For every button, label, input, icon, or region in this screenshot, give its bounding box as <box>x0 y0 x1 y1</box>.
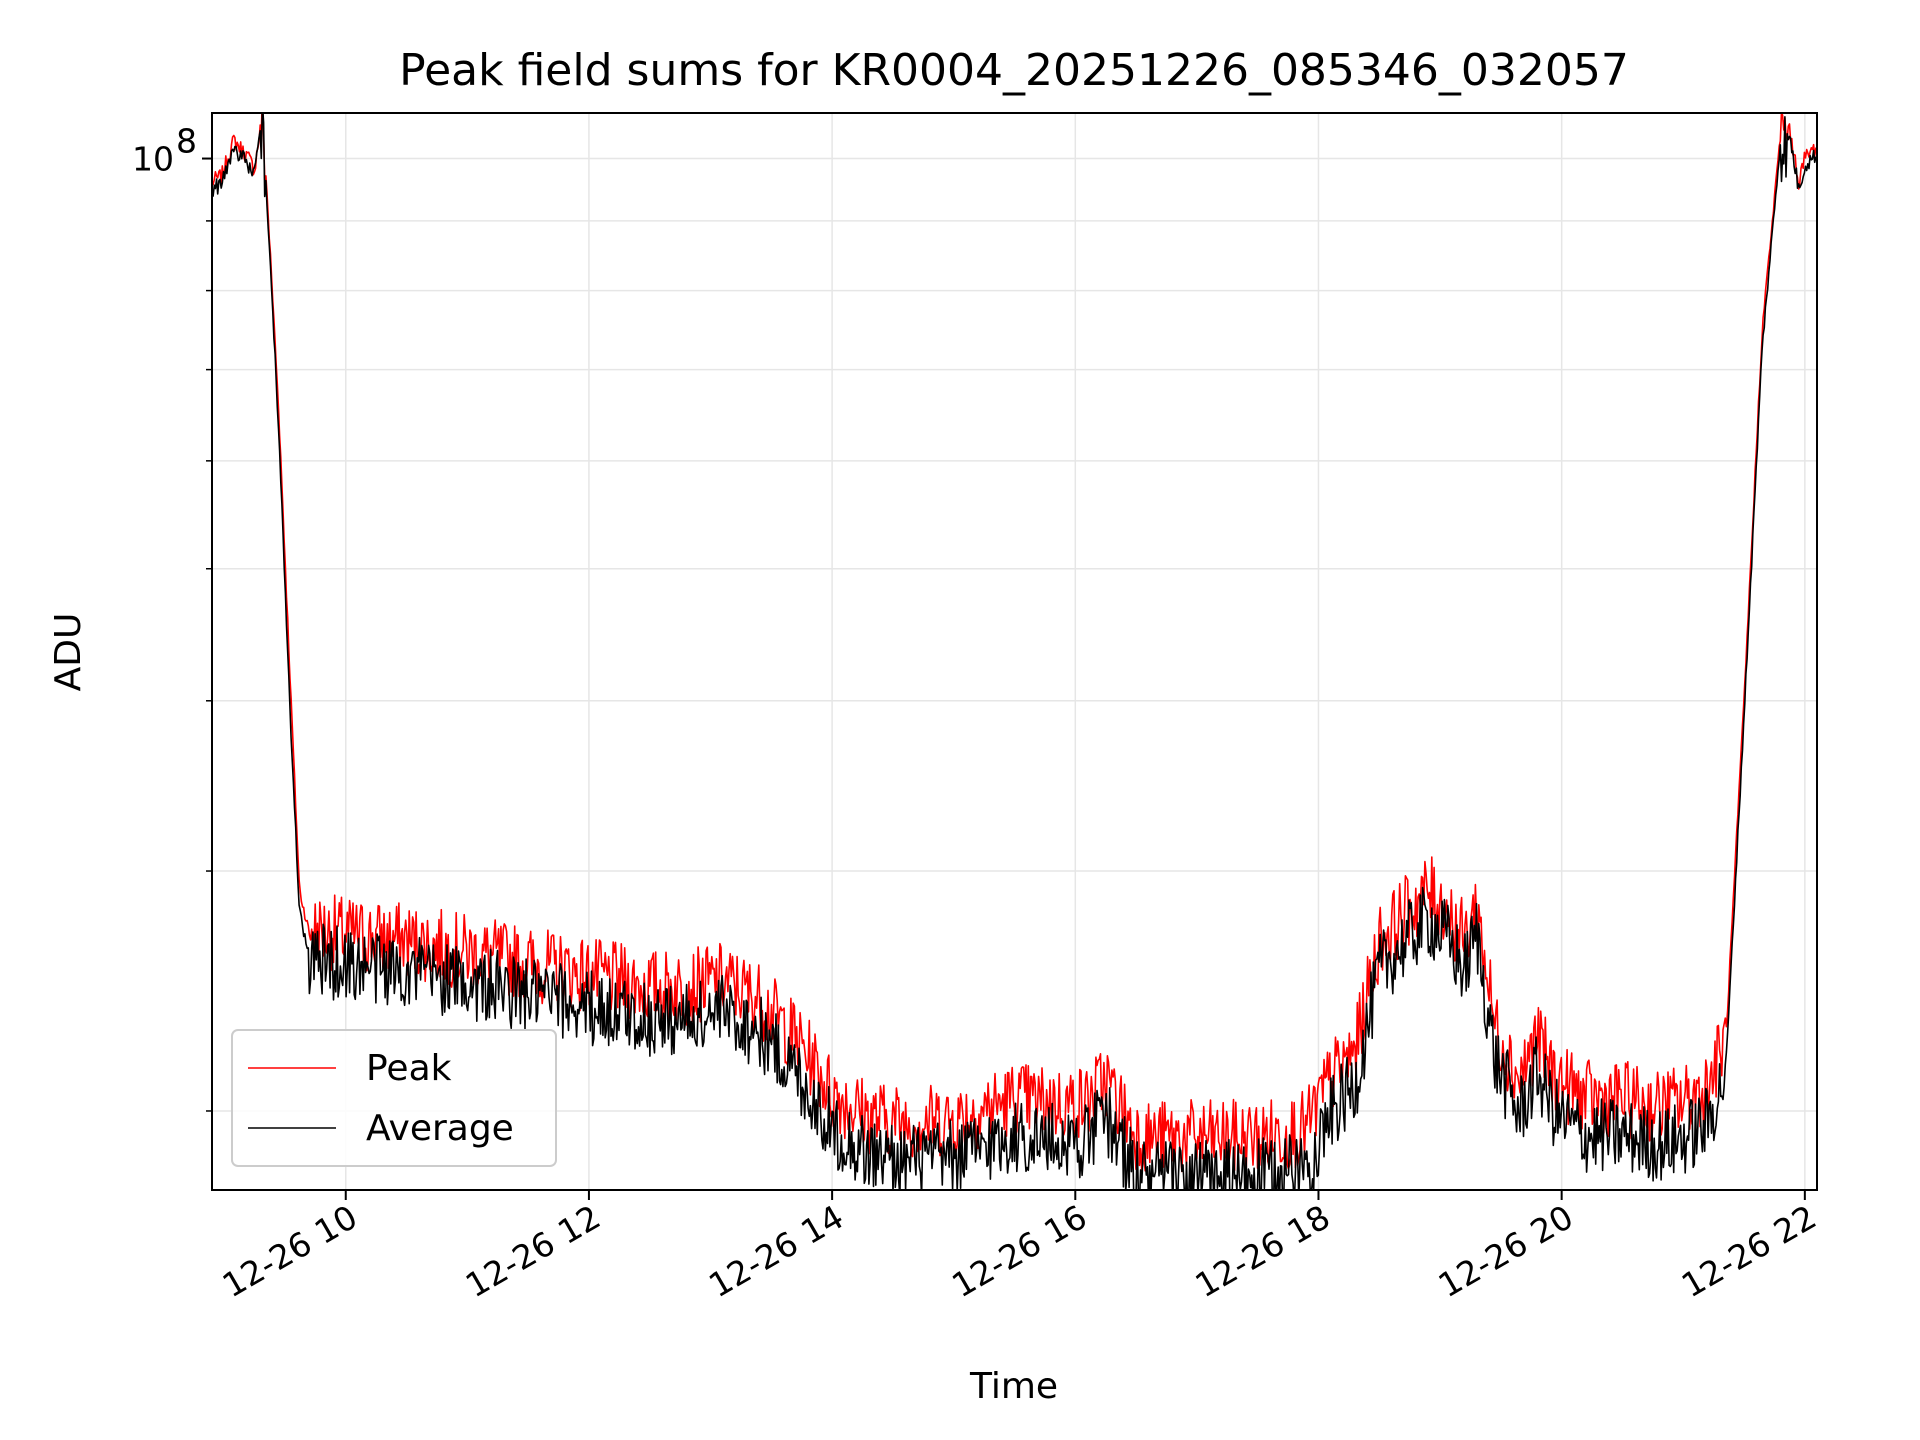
y-axis-label: ADU <box>48 613 89 692</box>
legend-peak-label: Peak <box>366 1048 452 1089</box>
legend: Peak Average <box>231 1029 557 1167</box>
y-tick-label-exponent: 8 <box>176 122 197 161</box>
legend-average-label: Average <box>366 1108 514 1149</box>
series-line-average <box>212 113 1817 1190</box>
plot-area <box>212 113 1817 1190</box>
chart-title: Peak field sums for KR0004_20251226_0853… <box>399 45 1629 96</box>
y-tick-label: 10 8 <box>132 122 197 179</box>
plot-frame <box>211 112 1818 1191</box>
x-axis-label: Time <box>969 1366 1058 1407</box>
grid <box>212 113 1817 1190</box>
legend-box <box>231 1029 557 1167</box>
y-tick-label-base: 10 <box>132 140 174 179</box>
